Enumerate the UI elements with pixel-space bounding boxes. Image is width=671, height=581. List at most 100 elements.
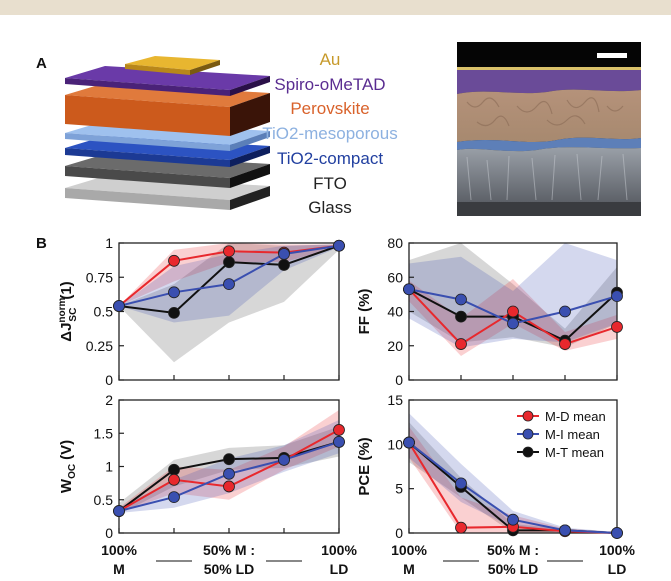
data-point-1-0 [403, 283, 415, 296]
y-tick-label: 10 [387, 436, 403, 452]
layer-label-5: FTO [313, 174, 347, 193]
data-point-1-3 [278, 248, 290, 260]
data-point-1-1 [455, 293, 467, 306]
y-tick-label: 80 [387, 235, 403, 251]
x-tick-label: 50% M : [203, 542, 255, 558]
legend-label: M-T mean [545, 445, 604, 460]
x-tick-label: LD [608, 561, 627, 577]
data-point-1-3 [559, 305, 571, 318]
data-point-1-4 [611, 527, 623, 539]
data-point-1-2 [507, 317, 519, 330]
data-point-2-2 [223, 453, 235, 466]
panel-a-letter: A [36, 55, 47, 72]
sem-cross-section-image [457, 42, 641, 216]
legend-label: M-I mean [545, 427, 600, 442]
data-point-1-3 [278, 453, 290, 466]
y-tick-label: 0 [105, 525, 113, 541]
y-axis-label: ΔJnormSC(1) [57, 281, 79, 341]
data-point-0-1 [455, 338, 467, 350]
layer-label-2: Perovskite [290, 99, 370, 118]
spiro-layer [65, 66, 270, 90]
data-point-1-4 [333, 239, 345, 252]
chart-3: 0 5 10 15 PCE (%) M-D mean M-I mean M-T mean 100… [356, 392, 635, 577]
data-point-1-2 [223, 278, 235, 291]
layer-label-3: TiO2-mesoporous [262, 124, 398, 143]
x-tick-label: 100% [321, 542, 357, 558]
y-tick-label: 1.5 [94, 425, 114, 441]
data-point-1-2 [223, 467, 235, 480]
band-2-0 [119, 409, 339, 514]
x-tick-label: 50% LD [204, 561, 255, 577]
y-tick-label: 1 [105, 235, 113, 251]
y-axis-label: PCE (%) [356, 437, 373, 495]
y-tick-label: 15 [387, 392, 403, 408]
data-point-1-4 [611, 290, 623, 302]
y-tick-label: 0 [395, 525, 403, 541]
data-point-2-1 [455, 310, 467, 323]
chart-1: 0 20 40 60 80 FF (%) [356, 235, 623, 388]
data-point-0-1 [168, 254, 180, 267]
chart-0: 0 0.25 0.5 0.75 1 ΔJnormSC(1) [57, 235, 345, 388]
band-2-2 [119, 426, 339, 515]
band-2-1 [119, 419, 339, 514]
y-tick-label: 20 [387, 338, 403, 354]
data-point-0-3 [559, 338, 571, 350]
y-tick-label: 60 [387, 269, 403, 285]
legend-marker [522, 428, 534, 440]
au-electrode [125, 56, 220, 70]
panel-b-letter: B [36, 235, 47, 252]
layer-label-1: Spiro-oMeTAD [274, 75, 386, 94]
data-point-0-2 [507, 305, 519, 318]
y-tick-label: 2 [105, 392, 113, 408]
glass-layer [65, 176, 270, 200]
layer-label-0: Au [319, 50, 341, 69]
data-point-1-0 [113, 300, 125, 312]
data-point-1-2 [507, 513, 519, 526]
y-tick-label: 1 [105, 459, 113, 475]
legend-marker [522, 410, 534, 422]
x-tick-label: 100% [391, 542, 427, 558]
legend-marker [522, 446, 534, 458]
data-point-1-1 [168, 491, 180, 503]
band-3-1 [409, 413, 617, 533]
y-tick-label: 5 [395, 481, 403, 497]
data-point-1-0 [113, 505, 125, 517]
y-tick-label: 0.5 [94, 304, 114, 320]
data-point-2-2 [223, 256, 235, 269]
data-point-1-4 [333, 435, 345, 448]
x-tick-label: M [403, 561, 415, 577]
y-tick-label: 0.25 [86, 338, 113, 354]
band-3-0 [409, 426, 617, 533]
y-axis-label: WOC(V) [58, 440, 78, 493]
y-tick-label: 0.75 [86, 269, 113, 285]
band-0-2 [119, 243, 339, 363]
data-point-2-1 [168, 306, 180, 319]
x-tick-label: 100% [599, 542, 635, 558]
legend-label: M-D mean [545, 409, 606, 424]
y-tick-label: 40 [387, 304, 403, 320]
data-point-0-2 [223, 480, 235, 493]
data-point-1-3 [559, 524, 571, 537]
x-tick-label: M [113, 561, 125, 577]
data-point-0-2 [223, 245, 235, 258]
data-point-0-4 [333, 424, 345, 436]
data-point-2-1 [168, 463, 180, 476]
perovskite-layer [65, 83, 270, 107]
y-tick-label: 0.5 [94, 492, 114, 508]
data-point-0-1 [455, 521, 467, 534]
y-axis-label: FF (%) [356, 289, 373, 335]
data-point-1-0 [403, 436, 415, 449]
data-point-1-1 [168, 286, 180, 299]
data-point-0-1 [168, 473, 180, 486]
x-tick-label: 50% LD [488, 561, 539, 577]
layer-label-6: Glass [308, 198, 352, 217]
top-border-bar [0, 0, 671, 15]
x-tick-label: 50% M : [487, 542, 539, 558]
x-tick-label: 100% [101, 542, 137, 558]
scale-bar [597, 53, 627, 58]
x-tick-label: LD [330, 561, 349, 577]
device-layer-stack-illustration [65, 56, 270, 210]
fto-layer [65, 154, 270, 178]
chart-2: 0 0.5 1 1.5 2 WOC(V) 100% M 50% M : 50% LD 100% LD [58, 392, 357, 577]
